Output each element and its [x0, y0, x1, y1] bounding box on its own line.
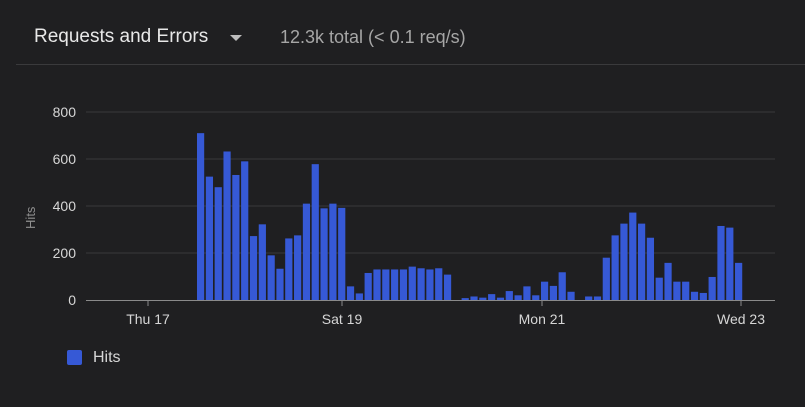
bar: [364, 272, 372, 300]
bar: [223, 151, 231, 300]
bar: [408, 266, 416, 300]
bar: [585, 296, 593, 300]
bar: [717, 225, 725, 300]
bar: [505, 291, 513, 300]
bar: [346, 286, 355, 300]
bar: [267, 255, 275, 300]
bar: [232, 174, 240, 300]
bar: [417, 268, 425, 300]
bar: [214, 187, 222, 300]
bar: [514, 295, 522, 300]
bar: [249, 236, 258, 300]
hits-bar-chart: 0 200 400 600 800 Hits Thu 17 Sat 19 Mon 21 Wed 2…: [23, 104, 775, 327]
bar: [276, 268, 284, 300]
bar: [629, 212, 637, 300]
x-tick-label: Mon 21: [519, 311, 566, 327]
bar: [302, 203, 311, 300]
bar: [461, 298, 469, 300]
chevron-down-icon[interactable]: [230, 35, 242, 41]
x-tick-label: Thu 17: [126, 311, 170, 327]
bar: [593, 296, 602, 300]
bar: [373, 269, 381, 300]
total-summary: 12.3k total (< 0.1 req/s): [280, 27, 466, 47]
bar: [540, 281, 549, 300]
legend-label-hits[interactable]: Hits: [93, 349, 121, 366]
bar: [496, 297, 505, 300]
bar: [329, 203, 337, 300]
bar: [241, 161, 249, 300]
bar: [673, 281, 681, 300]
y-tick-label: 600: [53, 151, 77, 167]
bar: [470, 296, 478, 300]
bar: [311, 164, 319, 300]
bar: [399, 269, 408, 300]
bar: [726, 227, 734, 300]
bar: [285, 238, 293, 300]
bar: [391, 269, 399, 300]
bar: [690, 291, 699, 300]
bar: [638, 223, 646, 300]
x-tick-label: Sat 19: [322, 311, 363, 327]
bar: [320, 208, 328, 300]
x-tick-label: Wed 23: [717, 311, 765, 327]
chart-title[interactable]: Requests and Errors: [34, 26, 209, 47]
bar: [294, 235, 302, 300]
bar: [558, 272, 566, 300]
bar: [682, 281, 690, 300]
bar: [382, 269, 390, 300]
bar: [523, 286, 531, 300]
bar: [258, 224, 266, 300]
bar: [532, 295, 540, 300]
y-tick-label: 200: [53, 245, 77, 261]
bar: [646, 237, 655, 300]
bar: [443, 274, 452, 300]
bar: [567, 291, 575, 300]
bar: [426, 269, 434, 300]
bar: [355, 293, 363, 300]
bar: [479, 297, 487, 300]
bar: [620, 223, 628, 300]
legend-swatch-hits[interactable]: [67, 350, 82, 365]
bar: [735, 262, 743, 300]
y-axis-label: Hits: [23, 206, 38, 229]
bar: [699, 292, 707, 300]
y-tick-label: 400: [53, 198, 77, 214]
bar: [205, 176, 214, 300]
header-divider: [16, 64, 805, 65]
bar: [435, 268, 443, 300]
bar: [338, 207, 346, 300]
bar: [655, 277, 663, 300]
bar: [197, 133, 205, 300]
chart-header: Requests and Errors 12.3k total (< 0.1 r…: [0, 0, 805, 64]
bar: [488, 294, 496, 300]
bar: [708, 276, 716, 300]
bar: [549, 285, 557, 300]
y-tick-label: 0: [68, 292, 76, 308]
bar: [611, 235, 619, 300]
y-tick-label: 800: [53, 104, 77, 120]
bar: [602, 257, 610, 300]
bar: [664, 262, 672, 300]
